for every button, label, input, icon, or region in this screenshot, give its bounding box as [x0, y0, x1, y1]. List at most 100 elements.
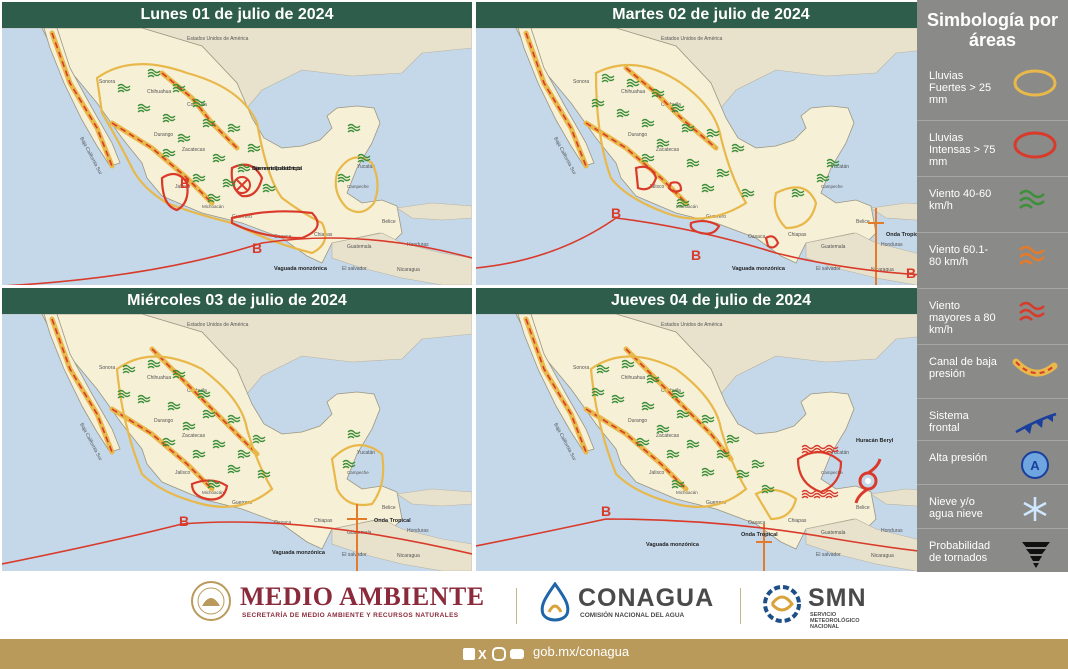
low-pressure-trough-dash	[585, 408, 687, 490]
low-pressure-label: B	[601, 503, 611, 519]
medio-ambiente-logo: MEDIO AMBIENTE	[240, 582, 485, 611]
label-belice: Belice	[856, 505, 870, 511]
label-honduras: Honduras	[407, 528, 429, 534]
wind-icon	[641, 401, 655, 411]
annotation-tropical-wave: Onda Tropical	[886, 232, 923, 238]
label-chiapas: Chiapas	[788, 232, 807, 238]
panel-title: Jueves 04 de julio de 2024	[476, 288, 946, 314]
red-wind-icon	[1019, 301, 1045, 321]
yellow-ellipse-icon	[1013, 69, 1057, 97]
cold-front-icon	[1015, 412, 1057, 434]
forecast-map: Estados Unidos de América Sonora Chihuahua…	[476, 314, 946, 571]
wind-icon	[177, 133, 191, 143]
label-nicaragua: Nicaragua	[871, 267, 894, 273]
annotation-tropical-wave: Onda Tropical	[741, 532, 778, 538]
wind-icon	[701, 183, 715, 193]
annotation-tropical-wave: Onda Tropical	[374, 518, 411, 524]
annotation-monsoon-trough: Vaguada monzónica	[272, 550, 326, 556]
legend: Simbología por áreas Lluvias Fuertes > 2…	[917, 0, 1068, 573]
intense-rain-area	[230, 210, 319, 240]
low-pressure-label: B	[179, 513, 189, 529]
wind-icon	[671, 479, 685, 489]
wind-icon	[626, 78, 640, 88]
label-sonora: Sonora	[99, 79, 115, 85]
footer-bar: X gob.mx/conagua	[0, 639, 1068, 669]
annotation-hurricane-beryl: Huracán Beryl	[856, 438, 894, 444]
label-belice: Belice	[856, 219, 870, 225]
wind-icon	[202, 118, 216, 128]
label-yucatan: Yucatán	[357, 450, 375, 456]
wind-icon	[671, 103, 685, 113]
forecast-panel-day-1: Lunes 01 de julio de 2024 Estados Unidos…	[2, 2, 472, 285]
yellow-ellipse-icon	[1013, 69, 1057, 97]
legend-item: Viento 60.1-80 km/h	[917, 232, 1068, 289]
strong-rain-area	[330, 444, 385, 507]
low-pressure-label: B	[252, 240, 262, 256]
wind-icon	[666, 449, 680, 459]
legend-label: Nieve y/o agua nieve	[929, 496, 983, 520]
mexico-seal-icon	[191, 581, 231, 621]
label-belice: Belice	[382, 505, 396, 511]
footer-url[interactable]: gob.mx/conagua	[533, 644, 630, 659]
wind-icon	[207, 193, 221, 203]
label-chiapas: Chiapas	[314, 518, 333, 524]
wind-icon	[172, 83, 186, 93]
trough-icon	[1012, 358, 1058, 377]
wind-icon	[701, 414, 715, 424]
monsoon-trough-line	[476, 217, 946, 277]
legend-label: Alta presión	[929, 452, 988, 464]
annotation-monsoon-trough: Vaguada monzónica	[646, 542, 700, 548]
wind-icon	[182, 421, 196, 431]
facebook-icon	[463, 648, 475, 660]
youtube-icon	[510, 649, 524, 659]
wind-icon	[117, 389, 131, 399]
high-pressure-icon: A	[1021, 451, 1049, 479]
label-jalisco: Jalisco	[649, 470, 665, 476]
low-pressure-trough-dash	[625, 348, 732, 460]
wind-icon	[237, 163, 251, 173]
wind-icon	[237, 449, 251, 459]
legend-item: Nieve y/o agua nieve	[917, 484, 1068, 529]
legend-label: Lluvias Intensas > 75 mm	[929, 132, 996, 168]
legend-title: Simbología por áreas	[926, 10, 1058, 50]
label-oaxaca: Oaxaca	[748, 520, 765, 526]
low-pressure-trough-dash	[151, 348, 258, 455]
wind-icon	[801, 489, 815, 499]
cuba-land	[396, 488, 472, 507]
orange-wind-icon	[1019, 245, 1045, 265]
label-michoacan: Michoacán	[676, 204, 698, 209]
medio-ambiente-subtitle: SECRETARÍA DE MEDIO AMBIENTE Y RECURSOS …	[242, 612, 459, 619]
snowflake-icon	[1023, 497, 1047, 521]
wind-icon	[337, 173, 351, 183]
legend-label: Viento 60.1-80 km/h	[929, 244, 989, 268]
snowflake-icon	[1023, 497, 1047, 521]
central-america-land	[331, 518, 472, 571]
wind-icon	[137, 394, 151, 404]
wind-icon	[681, 123, 695, 133]
tornado-icon	[1022, 542, 1050, 568]
wind-icon	[262, 183, 276, 193]
smn-logo: SMN	[808, 584, 867, 612]
wind-icon	[825, 444, 839, 454]
label-usa: Estados Unidos de América	[187, 322, 249, 328]
wind-icon	[813, 489, 827, 499]
intense-rain-area	[634, 165, 658, 191]
legend-item: Lluvias Intensas > 75 mm	[917, 120, 1068, 177]
wind-icon	[611, 394, 625, 404]
forecast-map: Estados Unidos de América Sonora Chihuahua…	[476, 28, 946, 285]
label-zacatecas: Zacatecas	[656, 433, 680, 439]
strong-rain-area	[115, 355, 274, 508]
green-wind-icon	[1019, 189, 1045, 209]
conagua-drop-icon	[540, 582, 570, 622]
wind-icon	[162, 113, 176, 123]
wind-icon	[137, 103, 151, 113]
low-pressure-label: B	[691, 247, 701, 263]
smn-subtitle: SERVICIO METEOROLÓGICO NACIONAL	[810, 612, 860, 630]
forecast-map: Estados Unidos de América Sonora Chihuahua…	[2, 314, 472, 571]
label-yucatan: Yucatán	[831, 164, 849, 170]
forecast-panel-day-2: Martes 02 de julio de 2024 Estados Unido…	[476, 2, 946, 285]
monsoon-trough-line	[5, 237, 472, 285]
wind-icon	[751, 459, 765, 469]
wind-icon	[801, 444, 815, 454]
cold-front-icon	[1024, 414, 1053, 434]
